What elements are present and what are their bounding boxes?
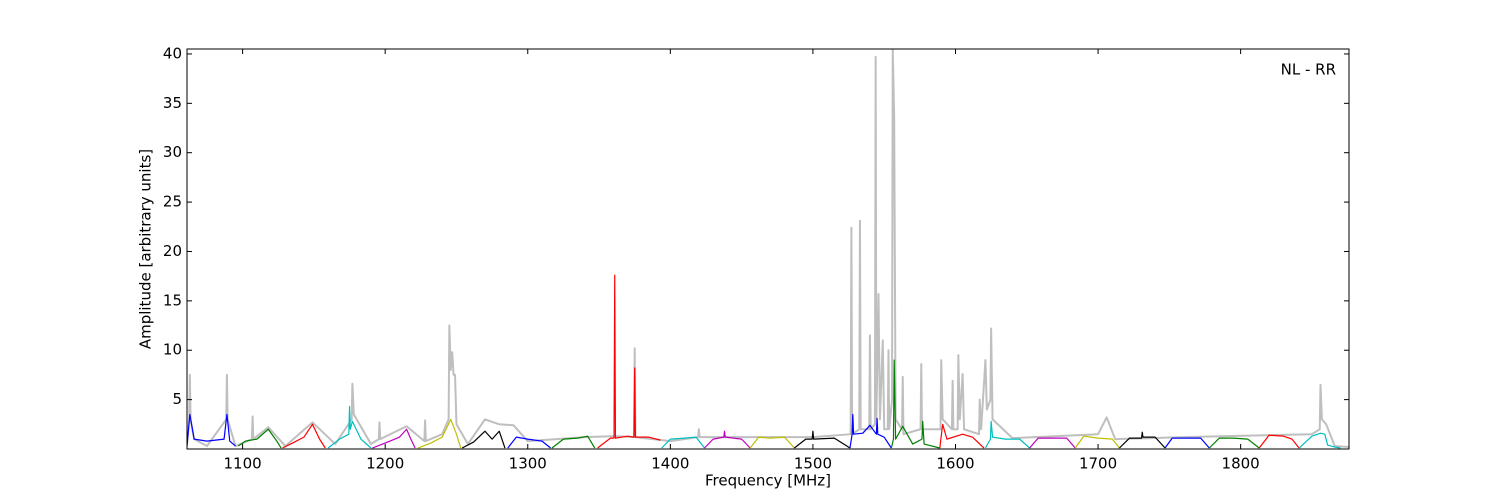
series-line	[327, 405, 372, 449]
plot-area	[187, 49, 1349, 449]
series-line	[939, 423, 985, 449]
series-line	[890, 359, 940, 449]
series-line	[1164, 437, 1210, 449]
x-tick-label: 1200	[366, 455, 404, 473]
series-line	[661, 436, 706, 449]
series-line	[417, 418, 462, 449]
series-line	[237, 428, 282, 449]
series-line	[597, 274, 661, 449]
series-line	[1298, 432, 1341, 449]
series-line	[507, 436, 551, 449]
series-line	[282, 423, 326, 449]
series-line	[1208, 437, 1260, 449]
series-line	[461, 430, 506, 449]
series-line	[1029, 437, 1076, 449]
y-tick-label: 5	[172, 390, 182, 408]
series-line	[1258, 434, 1300, 449]
y-axis-label: Amplitude [arbitrary units]	[137, 149, 155, 349]
series-line	[1074, 435, 1120, 449]
y-tick-label: 20	[163, 242, 182, 260]
x-tick-label: 1600	[936, 455, 974, 473]
series-line	[794, 430, 851, 449]
series-line	[704, 430, 751, 449]
series-line	[372, 428, 416, 449]
series-line	[551, 435, 596, 449]
series-line	[187, 49, 1349, 449]
x-tick-label: 1400	[651, 455, 689, 473]
y-tick-label: 25	[163, 193, 182, 211]
x-tick-label: 1100	[224, 455, 262, 473]
x-tick-label: 1300	[509, 455, 547, 473]
series-line	[984, 420, 1031, 449]
x-axis-label: Frequency [MHz]	[705, 472, 831, 490]
series-line	[749, 436, 795, 449]
x-tick-label: 1800	[1222, 455, 1260, 473]
annotation: NL - RR	[1281, 61, 1336, 79]
y-tick-label: 35	[163, 94, 182, 112]
y-tick-label: 15	[163, 291, 182, 309]
series-line	[1119, 431, 1166, 449]
series-line	[187, 413, 236, 447]
axes-frame	[186, 48, 1350, 450]
y-tick-label: 10	[163, 341, 182, 359]
series-line	[849, 413, 892, 449]
y-tick-label: 30	[163, 143, 182, 161]
x-tick-label: 1700	[1079, 455, 1117, 473]
x-tick-label: 1500	[794, 455, 832, 473]
y-tick-label: 40	[163, 44, 182, 62]
